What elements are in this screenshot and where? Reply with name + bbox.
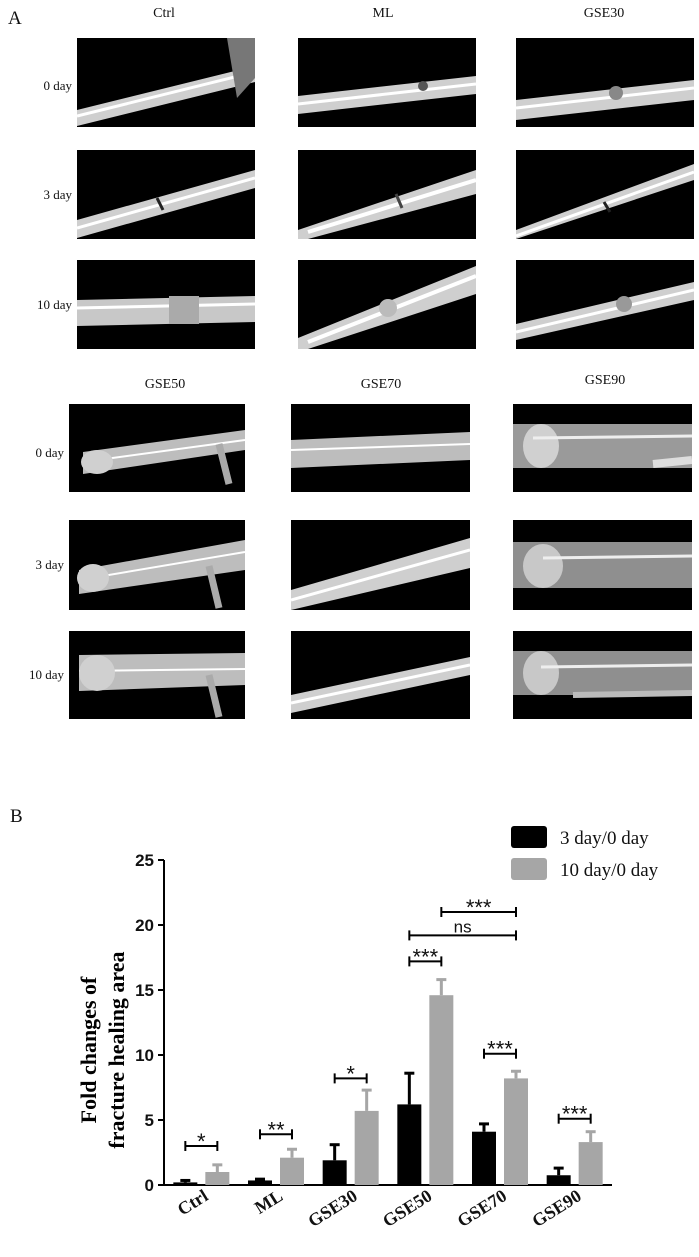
bar-gse70-series-0 bbox=[472, 1131, 496, 1185]
y-axis-label-line-1: Fold changes of bbox=[76, 976, 101, 1123]
x-tick-label-ctrl: Ctrl bbox=[174, 1185, 212, 1219]
xray-gse30-10day bbox=[516, 260, 694, 349]
xray-gse70-10day bbox=[291, 631, 470, 719]
bar-gse50-series-0 bbox=[397, 1104, 422, 1185]
bar-ctrl-series-1 bbox=[205, 1172, 230, 1185]
xray-gse30-0day bbox=[516, 38, 694, 127]
xray-ml-0day bbox=[298, 38, 476, 127]
row-label-0day-bottom: 0 day bbox=[35, 445, 64, 460]
bar-ml-series-1 bbox=[280, 1157, 304, 1185]
bar-gse30-series-1 bbox=[354, 1110, 379, 1185]
sig-label-6: *** bbox=[487, 1037, 513, 1062]
bar-gse30-series-0 bbox=[322, 1160, 347, 1185]
col-title-gse50: GSE50 bbox=[144, 377, 186, 392]
xray-gse50-3day bbox=[69, 520, 245, 610]
col-title-gse30: GSE30 bbox=[583, 6, 625, 21]
y-tick-label: 10 bbox=[135, 1046, 154, 1065]
col-title-gse70: GSE70 bbox=[360, 377, 402, 392]
xray-ml-3day bbox=[298, 150, 476, 239]
xray-gse90-3day bbox=[513, 520, 692, 610]
bar-ctrl-series-0 bbox=[173, 1182, 198, 1185]
col-title-ctrl: Ctrl bbox=[153, 6, 175, 21]
panel-b-letter: B bbox=[10, 806, 23, 827]
bar-ml-series-0 bbox=[248, 1180, 272, 1185]
xray-gse70-3day bbox=[291, 520, 470, 610]
y-tick-label: 5 bbox=[145, 1111, 154, 1130]
bar-gse70-series-1 bbox=[504, 1078, 528, 1185]
sig-label-4: ns bbox=[454, 917, 472, 936]
xray-gse90-10day bbox=[513, 631, 692, 719]
panel-a-letter: A bbox=[8, 8, 22, 29]
xray-ctrl-3day bbox=[77, 150, 255, 239]
legend-swatch-3day bbox=[511, 826, 547, 848]
sig-label-3: *** bbox=[412, 944, 438, 969]
row-label-0day-top: 0 day bbox=[43, 78, 72, 93]
row-label-10day-top: 10 day bbox=[36, 297, 72, 312]
legend: 3 day/0 day 10 day/0 day bbox=[511, 826, 659, 881]
sig-label-0: * bbox=[197, 1129, 206, 1154]
bar-chart: 3 day/0 day 10 day/0 day Fold changes of… bbox=[76, 826, 659, 1231]
sig-label-7: *** bbox=[562, 1102, 588, 1127]
row-label-3day-bottom: 3 day bbox=[35, 557, 64, 572]
xray-gse50-10day bbox=[69, 631, 245, 719]
x-tick-label-gse90: GSE90 bbox=[528, 1185, 584, 1231]
row-label-3day-top: 3 day bbox=[43, 187, 72, 202]
legend-label-3day: 3 day/0 day bbox=[560, 828, 649, 849]
xray-ctrl-0day bbox=[77, 38, 255, 127]
col-title-gse90: GSE90 bbox=[584, 373, 626, 388]
xray-gse30-3day bbox=[516, 150, 694, 239]
sig-label-2: * bbox=[346, 1061, 355, 1086]
legend-label-10day: 10 day/0 day bbox=[560, 860, 659, 881]
sig-label-5: *** bbox=[466, 895, 492, 920]
y-axis-label: Fold changes of fracture healing area bbox=[76, 951, 129, 1148]
x-tick-label-gse30: GSE30 bbox=[304, 1185, 360, 1231]
x-tick-label-gse50: GSE50 bbox=[379, 1185, 435, 1231]
bar-gse90-series-1 bbox=[578, 1142, 603, 1185]
legend-swatch-10day bbox=[511, 858, 547, 880]
y-tick-label: 25 bbox=[135, 851, 154, 870]
y-axis-label-line-2: fracture healing area bbox=[104, 951, 129, 1148]
sig-label-1: ** bbox=[267, 1117, 285, 1142]
y-tick-label: 20 bbox=[135, 916, 154, 935]
xray-gse50-0day bbox=[69, 404, 245, 492]
x-tick-label-ml: ML bbox=[251, 1185, 286, 1217]
xray-ml-10day bbox=[298, 260, 476, 349]
xray-ctrl-10day bbox=[77, 260, 255, 349]
bar-gse90-series-0 bbox=[546, 1175, 571, 1185]
y-tick-label: 0 bbox=[145, 1176, 154, 1195]
row-label-10day-bottom: 10 day bbox=[28, 667, 64, 682]
bar-gse50-series-1 bbox=[429, 995, 454, 1185]
y-tick-label: 15 bbox=[135, 981, 154, 1000]
col-title-ml: ML bbox=[372, 6, 394, 21]
xray-gse90-0day bbox=[513, 404, 692, 492]
x-tick-label-gse70: GSE70 bbox=[454, 1185, 510, 1231]
xray-gse70-0day bbox=[291, 404, 470, 492]
